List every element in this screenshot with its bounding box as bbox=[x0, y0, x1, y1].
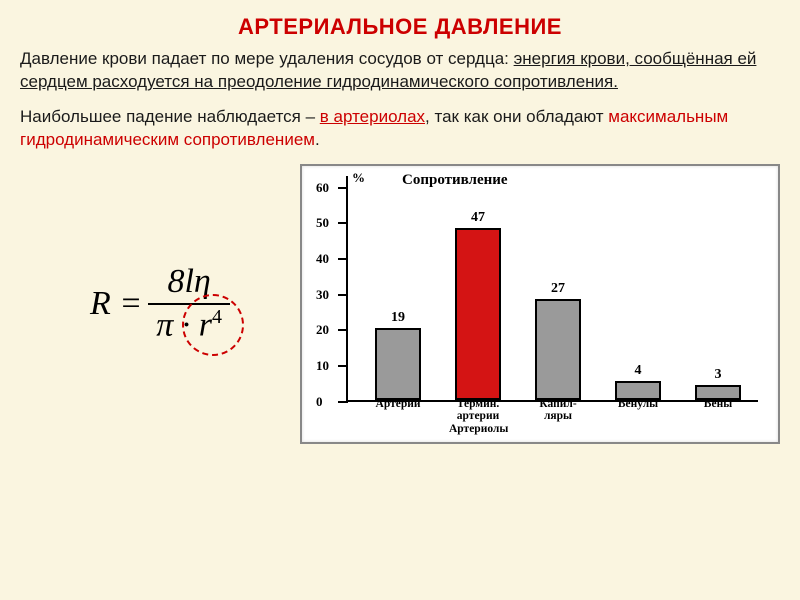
y-tick bbox=[338, 187, 348, 189]
y-tick-label: 60 bbox=[316, 180, 329, 196]
bar-group: 4 bbox=[609, 363, 667, 399]
para2-em-arterioles: в артериолах bbox=[320, 107, 425, 126]
paragraph-2: Наибольшее падение наблюдается – в артер… bbox=[0, 98, 800, 156]
para1-text-a: Давление крови падает по мере удаления с… bbox=[20, 49, 514, 68]
formula-block: R = 8lη π · r4 bbox=[20, 164, 300, 444]
para2-text-a: Наибольшее падение наблюдается – bbox=[20, 107, 320, 126]
y-tick-label: 10 bbox=[316, 358, 329, 374]
formula: R = 8lη π · r4 bbox=[90, 262, 230, 346]
bar-group: 19 bbox=[369, 310, 427, 400]
bar-group: 47 bbox=[449, 210, 507, 400]
y-tick bbox=[338, 329, 348, 331]
bar-value-label: 4 bbox=[635, 363, 642, 379]
y-axis-unit: % bbox=[352, 170, 365, 186]
y-tick-label: 50 bbox=[316, 215, 329, 231]
y-tick-label: 30 bbox=[316, 287, 329, 303]
formula-num-a: 8l bbox=[167, 263, 193, 300]
paragraph-1: Давление крови падает по мере удаления с… bbox=[0, 40, 800, 98]
bars-area: 19 47 27 4 3 bbox=[358, 186, 758, 400]
chart-container: % Сопротивление 19472743 АртерииТермин. … bbox=[300, 164, 780, 444]
x-label: Венулы bbox=[609, 398, 667, 436]
y-axis bbox=[346, 176, 348, 402]
y-tick-label: 20 bbox=[316, 322, 329, 338]
y-tick bbox=[338, 294, 348, 296]
x-label: Артерии bbox=[369, 398, 427, 436]
bar bbox=[535, 299, 581, 399]
page-title: АРТЕРИАЛЬНОЕ ДАВЛЕНИЕ bbox=[0, 0, 800, 40]
y-tick bbox=[338, 222, 348, 224]
y-tick bbox=[338, 401, 348, 403]
y-tick-label: 40 bbox=[316, 251, 329, 267]
para2-text-e: . bbox=[315, 130, 320, 149]
x-label: Капил- ляры bbox=[529, 398, 587, 436]
y-tick bbox=[338, 258, 348, 260]
para2-text-c: , так как они обладают bbox=[425, 107, 608, 126]
circle-highlight-icon bbox=[182, 294, 244, 356]
bar bbox=[455, 228, 501, 400]
formula-lhs: R = bbox=[90, 285, 142, 323]
bar-value-label: 3 bbox=[715, 367, 722, 383]
bar bbox=[375, 328, 421, 400]
bar-group: 3 bbox=[689, 367, 747, 400]
bar-chart: % Сопротивление 19472743 АртерииТермин. … bbox=[346, 176, 758, 436]
x-label: Термин. артерии Артериолы bbox=[449, 398, 507, 436]
formula-fraction: 8lη π · r4 bbox=[148, 262, 230, 346]
x-label: Вены bbox=[689, 398, 747, 436]
bar-value-label: 47 bbox=[471, 210, 485, 226]
y-tick bbox=[338, 365, 348, 367]
x-labels: Артерии Термин. артерии Артериолы Капил- л… bbox=[358, 398, 758, 436]
bar-value-label: 27 bbox=[551, 281, 565, 297]
bar-group: 27 bbox=[529, 281, 587, 399]
y-tick-label: 0 bbox=[316, 394, 323, 410]
bar-value-label: 19 bbox=[391, 310, 405, 326]
content-row: R = 8lη π · r4 % Сопротивление 19472743 … bbox=[0, 156, 800, 444]
